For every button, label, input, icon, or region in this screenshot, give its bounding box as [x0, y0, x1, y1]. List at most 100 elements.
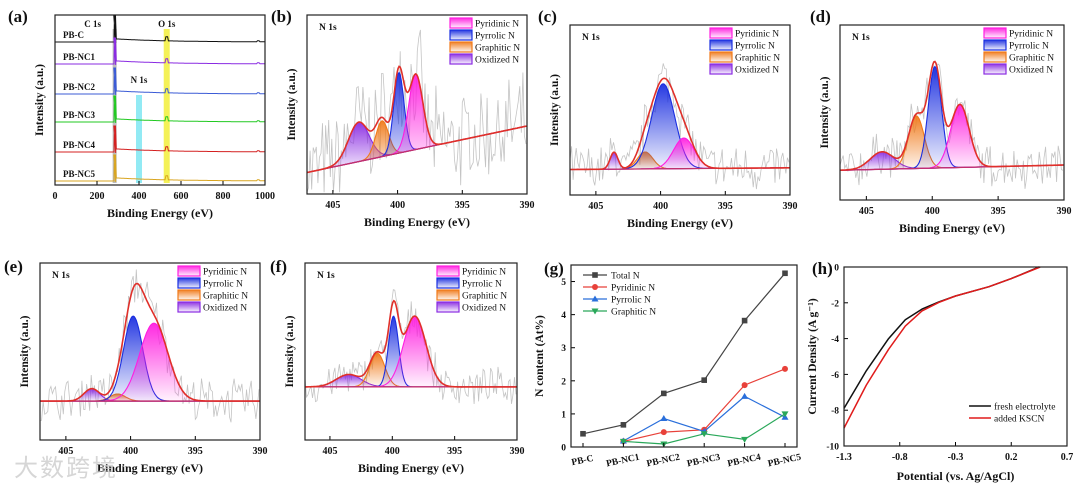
x-tick-label: 405: [322, 446, 337, 457]
legend-swatch: [449, 53, 473, 65]
marker-circle: [782, 365, 788, 372]
peak-annotation: C 1s: [84, 19, 101, 29]
legend-swatch: [709, 63, 733, 75]
legend-label: Pyridinic N: [203, 268, 247, 278]
plot-area: [306, 29, 528, 193]
plot-frame: [839, 24, 1065, 201]
watermark: 大数跨境: [14, 454, 118, 482]
panel-a: (a) 0 200 400 600 800 1000 Binding Energy (eV) I…: [8, 7, 275, 220]
y-axis-label: Intensity (a.u.): [819, 76, 831, 148]
legend-swatch: [436, 277, 460, 289]
marker-triangle-down: [741, 436, 749, 443]
x-tick-label: 395: [991, 206, 1006, 217]
panel-label: (f): [270, 257, 287, 276]
plot-area: [39, 269, 260, 423]
legend-swatch: [709, 39, 733, 51]
marker-triangle-up: [591, 295, 599, 302]
legend-label: Pyridinic N: [735, 30, 779, 40]
plot-area: [580, 270, 789, 448]
x-tick-label: 400: [123, 446, 138, 457]
series-line: [582, 272, 786, 435]
legend-label: Oxidized N: [735, 66, 779, 76]
series-label: PB-NC4: [63, 140, 95, 150]
x-tick-label: 405: [325, 200, 340, 211]
x-tick-label: 390: [253, 446, 268, 457]
x-tick-label: 405: [58, 446, 73, 457]
panel-label: (d): [810, 7, 831, 26]
y-tick-label: 5: [561, 278, 566, 288]
legend-swatch: [983, 27, 1007, 39]
raw-spectrum: [39, 269, 260, 423]
plot-area: [569, 63, 791, 190]
marker-square: [620, 422, 627, 428]
y-axis-label: Current Density (A g⁻¹): [807, 298, 819, 414]
x-axis-label: Potential (vs. Ag/AgCl): [897, 469, 1015, 483]
category-label: PB-NC1: [605, 453, 640, 470]
spectrum-title: N 1s: [852, 33, 870, 43]
legend-swatch: [449, 17, 473, 29]
legend-label: Graphitic N: [611, 308, 656, 318]
legend-label: Pyrrolic N: [462, 280, 502, 290]
legend-label: Graphitic N: [203, 292, 248, 302]
x-tick-label: 405: [588, 201, 603, 212]
series-line: [843, 266, 1041, 429]
plot-area: [304, 289, 517, 405]
legend-label: Graphitic N: [475, 44, 520, 54]
category-label: PB-NC2: [646, 453, 681, 470]
y-tick-label: 0: [834, 264, 839, 274]
legend-swatch: [436, 289, 460, 301]
legend-swatch: [709, 27, 733, 39]
series-label: PB-C: [63, 30, 84, 40]
series-label: PB-NC2: [63, 82, 95, 92]
x-tick-label: 390: [1057, 206, 1072, 217]
legend-label: Pyrrolic N: [203, 280, 243, 290]
marker-triangle-down: [781, 411, 789, 418]
y-axis-label: Intensity (a.u.): [284, 315, 296, 387]
legend-label: Pyridinic N: [1009, 30, 1053, 40]
x-axis-label: Binding Energy (eV): [358, 461, 464, 475]
panel-label: (h): [812, 259, 833, 278]
marker-triangle-down: [700, 431, 708, 438]
legend-swatch: [436, 265, 460, 277]
marker-triangle-down: [619, 438, 627, 445]
spectrum-title: N 1s: [317, 271, 335, 281]
y-axis-label: Intensity (a.u.): [19, 315, 31, 387]
fit-envelope: [306, 65, 527, 174]
legend-label: Graphitic N: [735, 54, 780, 64]
plot-frame: [54, 14, 266, 186]
panel-d: (d) 405 400 395 390 Binding Energy (eV) Intens…: [810, 7, 1072, 235]
marker-triangle-up: [741, 392, 749, 399]
panel-label: (e): [4, 257, 23, 276]
fit-envelope: [305, 299, 517, 388]
plot-frame: [304, 262, 518, 441]
marker-square: [661, 390, 667, 397]
series-line: [843, 266, 1040, 409]
x-axis-label: Binding Energy (eV): [364, 215, 470, 229]
x-tick-label: 400: [925, 206, 940, 217]
x-tick-label: 200: [90, 191, 105, 202]
y-tick-label: -2: [831, 299, 839, 309]
plot-frame: [843, 266, 1068, 447]
marker-square: [741, 317, 748, 324]
legend-label: Pyridinic N: [475, 20, 519, 30]
marker-triangle-up: [660, 415, 668, 422]
raw-spectrum: [304, 289, 517, 405]
legend-label: Pyrrolic N: [475, 32, 515, 42]
category-label: PB-NC3: [686, 453, 721, 470]
spectrum-title: N 1s: [319, 23, 337, 33]
x-axis-label: Binding Energy (eV): [899, 221, 1005, 235]
category-label: PB-C: [571, 454, 595, 468]
plot-area: [843, 266, 1041, 429]
plot-frame: [39, 262, 261, 441]
y-tick-label: -10: [826, 443, 839, 453]
legend-label: Pyrrolic N: [735, 42, 775, 52]
legend-label: Oxidized N: [203, 304, 247, 314]
legend-label: Graphitic N: [462, 292, 507, 302]
y-tick-label: 1: [561, 410, 566, 420]
component-pyridinic-n: [40, 322, 260, 402]
panel-h: (h) -1.3 -0.8 -0.3 0.2 0.7 0 -2 -4 -6 -8 -10 Potenti…: [807, 259, 1073, 483]
x-tick-label: 400: [390, 200, 405, 211]
series-line-PB-C: [55, 15, 265, 44]
marker-triangle-down: [591, 308, 599, 315]
